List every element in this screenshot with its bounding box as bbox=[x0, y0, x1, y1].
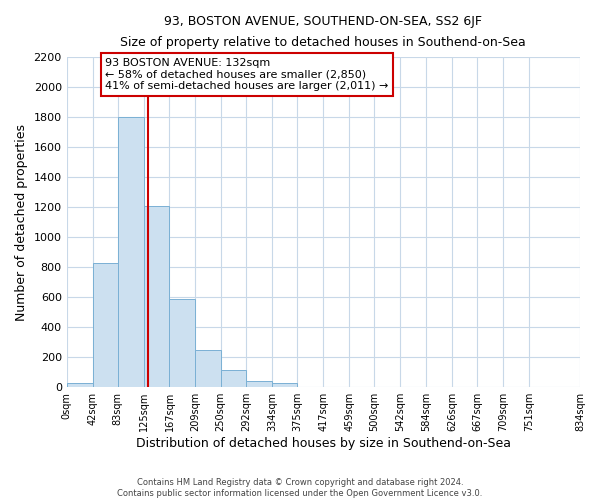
Bar bbox=[67, 384, 92, 387]
Bar bbox=[143, 206, 169, 387]
Title: 93, BOSTON AVENUE, SOUTHEND-ON-SEA, SS2 6JF
Size of property relative to detache: 93, BOSTON AVENUE, SOUTHEND-ON-SEA, SS2 … bbox=[121, 15, 526, 49]
Bar bbox=[247, 381, 272, 387]
Text: Contains HM Land Registry data © Crown copyright and database right 2024.
Contai: Contains HM Land Registry data © Crown c… bbox=[118, 478, 482, 498]
Bar bbox=[169, 300, 196, 387]
Bar bbox=[272, 384, 298, 387]
Bar bbox=[118, 117, 143, 387]
Bar bbox=[196, 350, 221, 387]
Text: 93 BOSTON AVENUE: 132sqm
← 58% of detached houses are smaller (2,850)
41% of sem: 93 BOSTON AVENUE: 132sqm ← 58% of detach… bbox=[106, 58, 389, 91]
X-axis label: Distribution of detached houses by size in Southend-on-Sea: Distribution of detached houses by size … bbox=[136, 437, 511, 450]
Bar bbox=[92, 262, 118, 387]
Bar bbox=[221, 370, 247, 387]
Y-axis label: Number of detached properties: Number of detached properties bbox=[15, 124, 28, 320]
